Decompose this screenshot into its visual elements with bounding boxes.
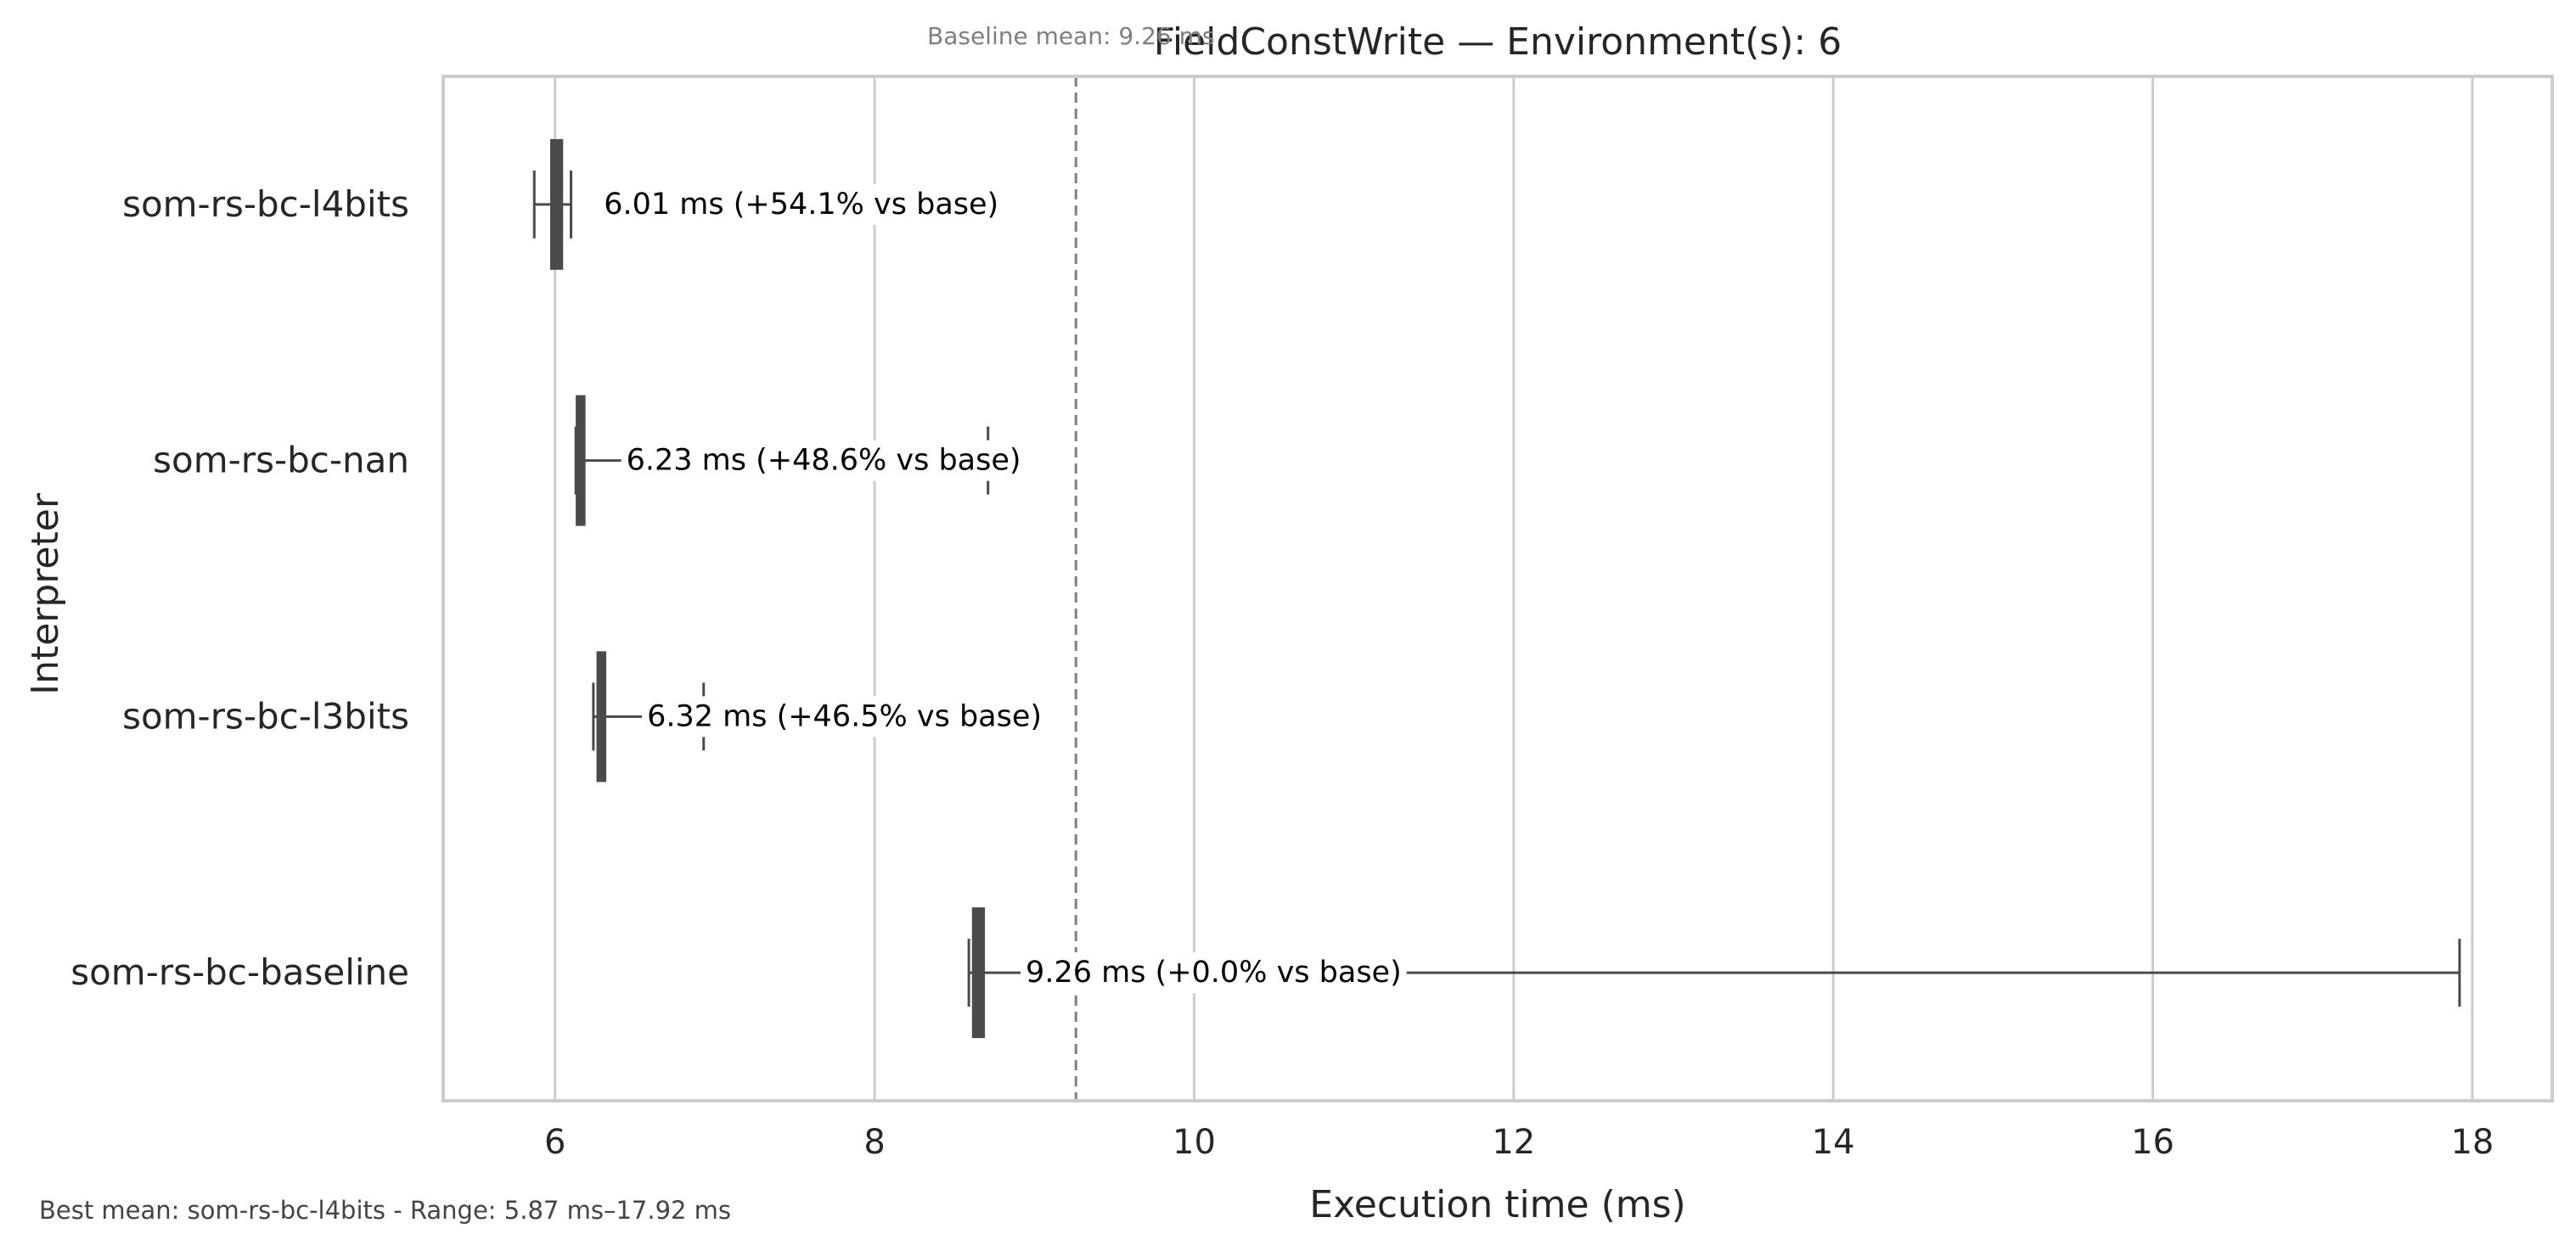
value-label: 9.26 ms (+0.0% vs base) <box>1026 956 1402 990</box>
value-label-background <box>599 183 1004 225</box>
y-axis-label: Interpreter <box>24 492 67 695</box>
box-som-rs-bc-nan: 6.23 ms (+48.6% vs base) <box>574 395 1026 526</box>
x-tick-label: 10 <box>1173 1123 1216 1162</box>
box-iqr <box>576 395 586 526</box>
value-label-background <box>621 440 1026 481</box>
x-tick-label: 18 <box>2450 1123 2494 1162</box>
x-tick-label: 14 <box>1812 1123 1855 1162</box>
y-category-label: som-rs-bc-l3bits <box>122 695 409 737</box>
box-iqr <box>971 907 986 1039</box>
x-tick-labels: 6 8 10 12 14 16 18 <box>544 1123 2494 1162</box>
value-label: 6.23 ms (+48.6% vs base) <box>627 444 1021 478</box>
y-category-label: som-rs-bc-l4bits <box>122 183 409 225</box>
y-category-label: som-rs-bc-baseline <box>70 951 409 993</box>
value-label-background <box>1021 952 1407 994</box>
x-tick-label: 6 <box>544 1123 565 1162</box>
y-category-labels: som-rs-bc-l4bits som-rs-bc-nan som-rs-bc-l… <box>70 183 409 993</box>
x-axis-label: Execution time (ms) <box>1309 1183 1685 1226</box>
value-label-background <box>642 696 1048 738</box>
x-tick-label: 8 <box>863 1123 885 1162</box>
box-som-rs-bc-l4bits: 6.01 ms (+54.1% vs base) <box>532 138 1004 270</box>
value-label: 6.32 ms (+46.5% vs base) <box>647 699 1042 733</box>
box-iqr <box>596 651 607 783</box>
reference-line-label: Baseline mean: 9.26 ms <box>927 22 1214 50</box>
grid-lines <box>554 76 2474 1101</box>
boxes-group: 6.01 ms (+54.1% vs base) 6.23 ms (+48.6% … <box>532 138 2461 1039</box>
box-iqr <box>549 138 564 270</box>
value-label: 6.01 ms (+54.1% vs base) <box>604 188 998 222</box>
footnote: Best mean: som-rs-bc-l4bits - Range: 5.8… <box>39 1196 731 1225</box>
box-som-rs-bc-l3bits: 6.32 ms (+46.5% vs base) <box>592 651 1048 783</box>
x-tick-label: 16 <box>2131 1123 2174 1162</box>
box-som-rs-bc-baseline: 9.26 ms (+0.0% vs base) <box>967 907 2461 1039</box>
y-category-label: som-rs-bc-nan <box>153 440 409 481</box>
x-tick-label: 12 <box>1492 1123 1535 1162</box>
plot-frame <box>442 75 2554 1102</box>
chart-title: FieldConstWrite — Environment(s): 6 <box>1154 20 1842 64</box>
